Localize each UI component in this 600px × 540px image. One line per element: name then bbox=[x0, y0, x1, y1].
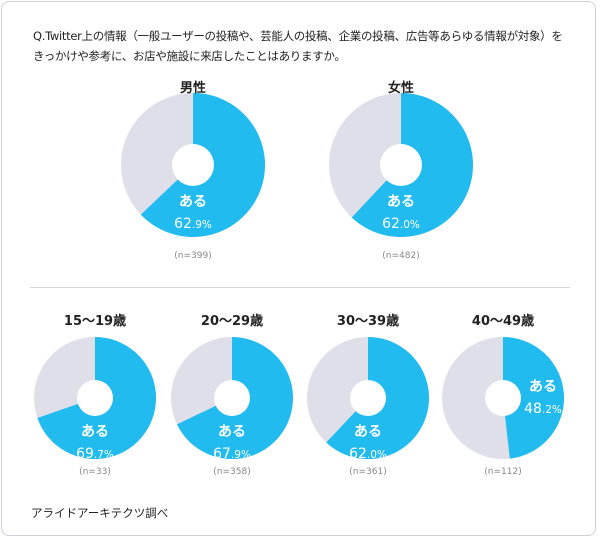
donut-hole bbox=[380, 144, 422, 186]
slice-label: ある bbox=[354, 424, 382, 440]
sample-size: (n=361) bbox=[349, 467, 386, 477]
donut-hole bbox=[77, 380, 113, 416]
source-note: アライドアーキテクツ調べ bbox=[31, 506, 169, 520]
sample-size: (n=482) bbox=[382, 251, 419, 261]
sample-size: (n=399) bbox=[174, 251, 211, 261]
slice-value: 69.7% bbox=[76, 446, 114, 462]
slice-label: ある bbox=[529, 379, 557, 395]
slice-label: ある bbox=[179, 194, 207, 210]
sample-size: (n=33) bbox=[79, 467, 111, 477]
slice-label: ある bbox=[387, 194, 415, 210]
donut-yes-slice bbox=[503, 337, 564, 459]
chart-title: 15〜19歳 bbox=[64, 313, 126, 329]
slice-value: 67.9% bbox=[213, 446, 251, 462]
slice-label: ある bbox=[81, 424, 109, 440]
chart-title: 30〜39歳 bbox=[337, 313, 399, 329]
chart-title: 20〜29歳 bbox=[201, 313, 263, 329]
slice-value: 62.9% bbox=[174, 216, 212, 232]
slice-value: 62.0% bbox=[349, 446, 387, 462]
chart-title: 女性 bbox=[388, 80, 414, 96]
chart-title: 40〜49歳 bbox=[472, 313, 534, 329]
donut-hole bbox=[485, 380, 521, 416]
question-text: Q.Twitter上の情報（一般ユーザーの投稿や、芸能人の投稿、企業の投稿、広告… bbox=[33, 29, 563, 63]
divider bbox=[30, 287, 570, 288]
slice-value: 48.2% bbox=[524, 401, 562, 417]
donut-hole bbox=[214, 380, 250, 416]
sample-size: (n=112) bbox=[484, 467, 521, 477]
slice-label: ある bbox=[218, 424, 246, 440]
donut-hole bbox=[172, 144, 214, 186]
donut-hole bbox=[350, 380, 386, 416]
sample-size: (n=358) bbox=[213, 467, 250, 477]
slice-value: 62.0% bbox=[382, 216, 420, 232]
chart-title: 男性 bbox=[180, 80, 206, 96]
